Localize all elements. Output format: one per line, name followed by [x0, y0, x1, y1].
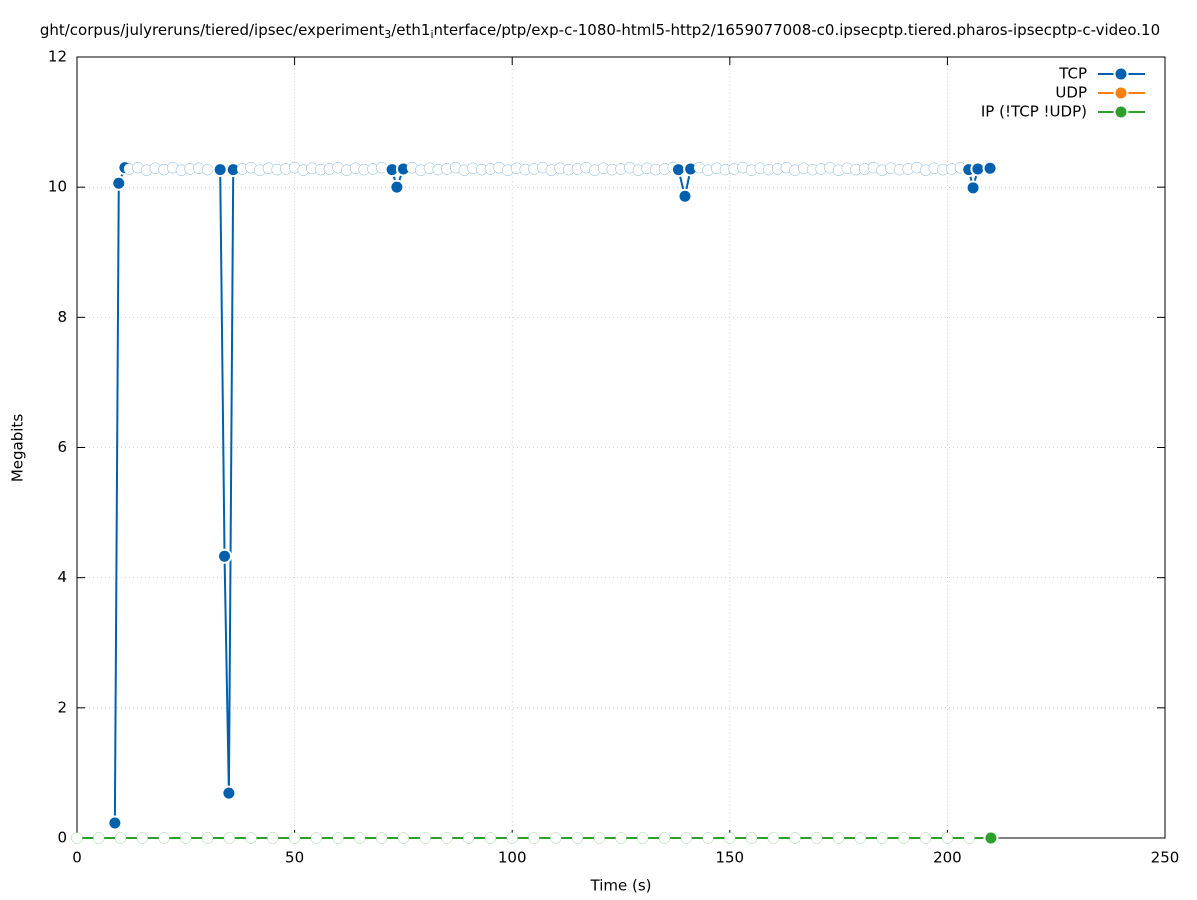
legend-marker [1115, 87, 1127, 99]
point [528, 832, 540, 844]
point [310, 832, 323, 844]
point [441, 832, 453, 844]
legend-marker [1115, 68, 1127, 80]
title-segment: 3 [384, 28, 391, 41]
point [672, 164, 684, 176]
point [679, 190, 691, 202]
point [941, 832, 954, 844]
legend-marker [1115, 106, 1127, 118]
y-axis-label: Megabits [9, 414, 27, 482]
point [549, 832, 562, 844]
point [484, 832, 497, 844]
point [789, 832, 801, 844]
point [615, 832, 627, 844]
point [593, 832, 605, 844]
chart-title: ght/corpus/julyreruns/tiered/ipsec/exper… [40, 21, 1160, 42]
x-tick-label: 200 [933, 849, 962, 867]
point [419, 832, 431, 844]
point [354, 832, 366, 844]
point [745, 832, 758, 844]
point [767, 832, 780, 844]
y-tick-label: 8 [57, 308, 67, 326]
point [391, 181, 403, 193]
point [136, 832, 149, 844]
point [397, 163, 409, 175]
point [158, 832, 170, 844]
point [685, 163, 697, 175]
point [702, 832, 714, 844]
title-segment: i [430, 28, 433, 41]
point [386, 164, 398, 176]
title-segment: /eth1 [391, 21, 430, 39]
point [267, 832, 279, 844]
point [854, 832, 867, 844]
point [832, 832, 845, 844]
point [201, 163, 214, 176]
point [462, 832, 475, 844]
point [223, 787, 235, 799]
point [963, 832, 975, 844]
point [227, 164, 239, 176]
point [71, 832, 83, 844]
x-axis-label: Time (s) [590, 877, 652, 895]
series-line [113, 166, 991, 824]
y-tick-label: 0 [57, 829, 67, 847]
point [114, 832, 127, 844]
point [397, 832, 410, 844]
x-tick-label: 250 [1151, 849, 1180, 867]
point [919, 832, 932, 844]
legend-label: TCP [1058, 65, 1087, 83]
point [223, 832, 236, 844]
y-tick-label: 10 [48, 178, 67, 196]
legend-label: UDP [1055, 84, 1087, 102]
point [680, 832, 693, 844]
y-tick-label: 6 [57, 438, 67, 456]
point [811, 832, 823, 844]
point [332, 832, 344, 844]
point [109, 817, 121, 829]
point [214, 164, 226, 176]
point [93, 832, 105, 844]
point [972, 163, 984, 175]
point [506, 832, 518, 844]
y-tick-label: 12 [48, 48, 67, 66]
point [984, 162, 996, 174]
point [288, 832, 301, 844]
point [113, 177, 125, 189]
y-tick-label: 2 [57, 698, 67, 716]
point [898, 832, 910, 844]
point [637, 832, 649, 844]
point [245, 832, 257, 844]
title-segment: ght/corpus/julyreruns/tiered/ipsec/exper… [40, 21, 385, 39]
x-tick-label: 150 [715, 849, 744, 867]
x-tick-label: 0 [72, 849, 82, 867]
point [180, 832, 192, 844]
point [724, 832, 736, 844]
point [985, 832, 997, 844]
point [201, 832, 214, 844]
x-tick-label: 50 [285, 849, 304, 867]
title-segment: nterface/ptp/exp-c-1080-html5-http2/1659… [434, 21, 1161, 39]
point [967, 182, 979, 194]
legend-label: IP (!TCP !UDP) [981, 103, 1087, 121]
y-tick-label: 4 [57, 568, 67, 586]
point [375, 832, 388, 844]
point [658, 832, 671, 844]
x-tick-label: 100 [498, 849, 527, 867]
point [876, 832, 888, 844]
point [219, 550, 231, 562]
point [571, 832, 584, 844]
